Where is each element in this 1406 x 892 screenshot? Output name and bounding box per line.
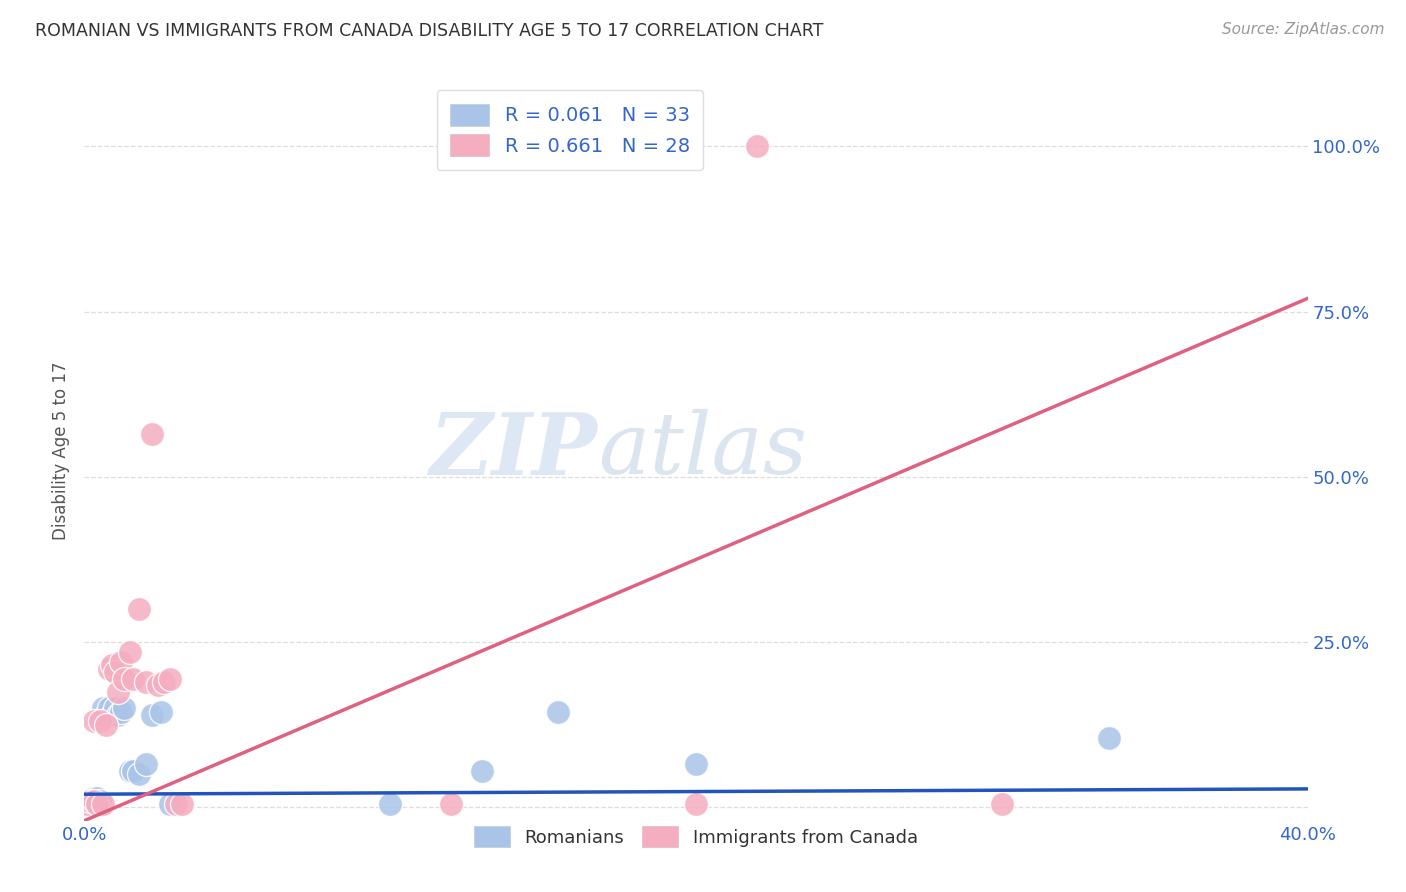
Point [135, 757, 157, 772]
Point [94, 718, 117, 732]
Point [79, 794, 101, 808]
Point [76, 794, 98, 808]
Legend: Romanians, Immigrants from Canada: Romanians, Immigrants from Canada [465, 817, 927, 856]
Point [440, 797, 463, 811]
Point [110, 705, 132, 719]
Point [83, 797, 105, 811]
Point [83, 794, 105, 808]
Point [104, 665, 127, 679]
Point [159, 797, 181, 811]
Point [91, 707, 114, 722]
Point [107, 707, 129, 722]
Point [91, 797, 114, 811]
Point [120, 764, 142, 778]
Point [747, 139, 769, 153]
Point [86, 797, 108, 811]
Point [89, 797, 111, 811]
Text: ZIP: ZIP [430, 409, 598, 492]
Point [86, 790, 108, 805]
Point [991, 797, 1014, 811]
Point [83, 790, 105, 805]
Point [83, 714, 105, 729]
Point [122, 764, 145, 778]
Point [120, 645, 142, 659]
Point [112, 672, 135, 686]
Point [79, 797, 101, 811]
Point [101, 658, 124, 673]
Point [89, 714, 111, 729]
Point [471, 764, 494, 778]
Point [172, 797, 194, 811]
Point [89, 794, 111, 808]
Point [86, 794, 108, 808]
Point [128, 602, 150, 616]
Point [97, 701, 120, 715]
Point [685, 797, 707, 811]
Point [149, 705, 172, 719]
Point [110, 655, 132, 669]
Point [146, 678, 169, 692]
Point [141, 426, 163, 441]
Point [76, 797, 98, 811]
Text: ROMANIAN VS IMMIGRANTS FROM CANADA DISABILITY AGE 5 TO 17 CORRELATION CHART: ROMANIAN VS IMMIGRANTS FROM CANADA DISAB… [35, 22, 824, 40]
Point [91, 701, 114, 715]
Point [79, 794, 101, 808]
Point [165, 797, 187, 811]
Point [153, 674, 176, 689]
Point [107, 684, 129, 698]
Text: atlas: atlas [598, 409, 807, 491]
Point [112, 701, 135, 715]
Text: Source: ZipAtlas.com: Source: ZipAtlas.com [1222, 22, 1385, 37]
Point [159, 672, 181, 686]
Point [76, 797, 98, 811]
Point [135, 674, 157, 689]
Point [380, 797, 402, 811]
Point [547, 705, 569, 719]
Point [685, 757, 707, 772]
Point [94, 707, 117, 722]
Point [86, 797, 108, 811]
Point [141, 707, 163, 722]
Y-axis label: Disability Age 5 to 17: Disability Age 5 to 17 [52, 361, 70, 540]
Point [122, 672, 145, 686]
Point [101, 707, 124, 722]
Point [1098, 731, 1121, 745]
Point [128, 767, 150, 781]
Point [83, 794, 105, 808]
Point [97, 662, 120, 676]
Point [104, 701, 127, 715]
